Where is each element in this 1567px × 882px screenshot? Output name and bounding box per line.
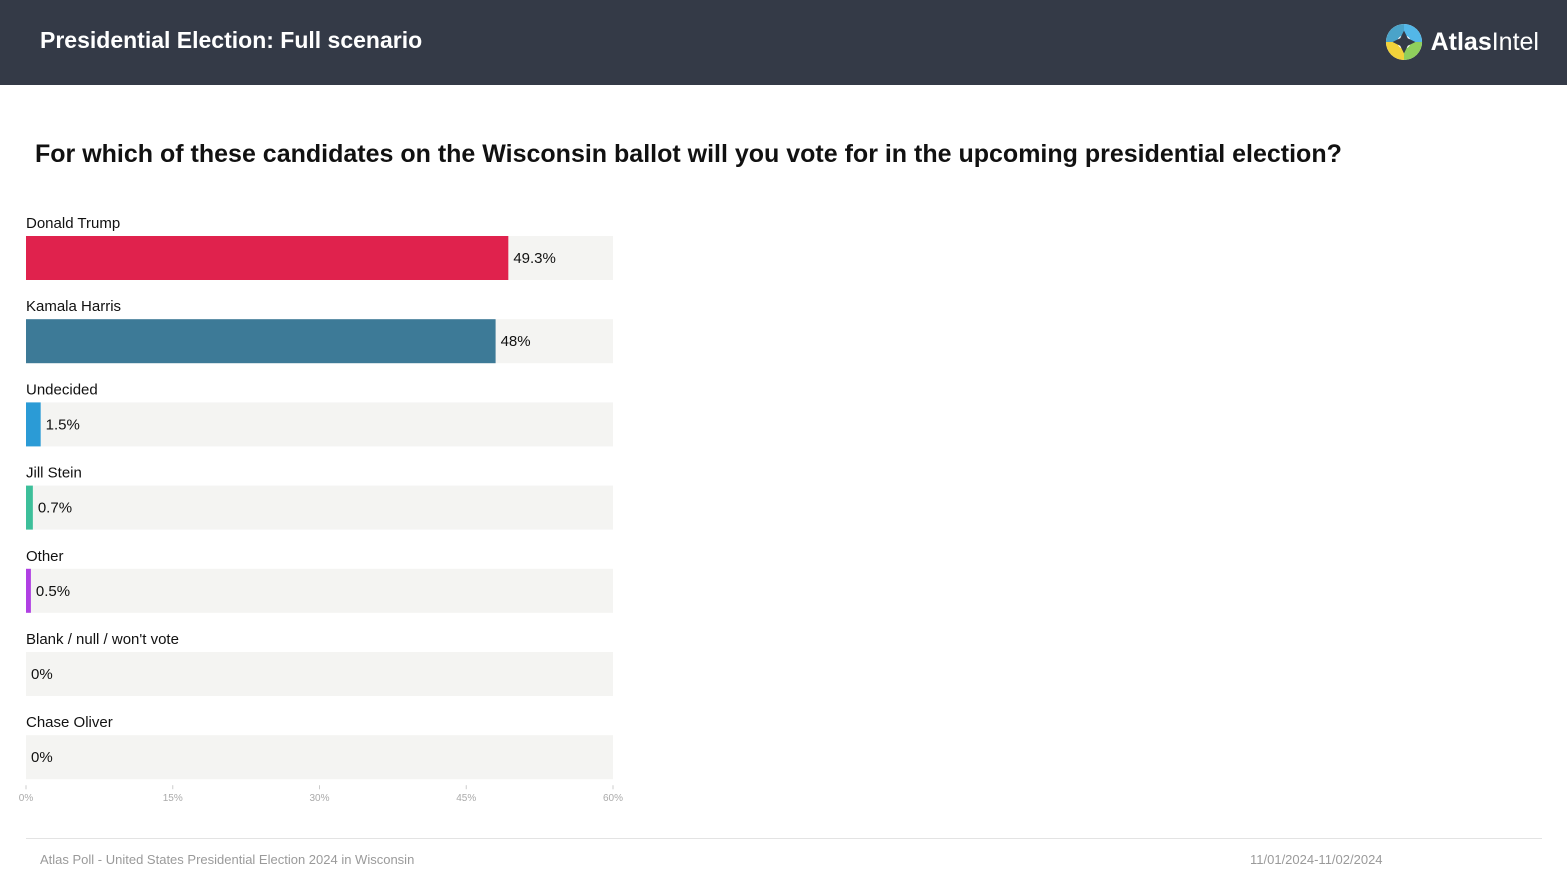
header-bar: Presidential Election: Full scenario Atl… [0,0,1567,85]
bar [26,568,31,613]
value-label: 1.5% [46,416,80,433]
x-tick-label: 60% [603,793,623,804]
value-label: 49.3% [513,250,556,267]
question-heading: For which of these candidates on the Wis… [35,140,1342,168]
bar [26,319,496,364]
logo-text-strong: Atlas [1430,27,1492,56]
category-label: Other [26,548,64,565]
page-title: Presidential Election: Full scenario [40,27,423,53]
x-tick-label: 0% [19,793,34,804]
x-tick-label: 15% [163,793,183,804]
value-label: 48% [501,333,531,350]
logo-text: AtlasIntel [1431,28,1539,57]
logo-text-light: Intel [1491,27,1539,56]
bar-track [26,485,613,530]
category-label: Undecided [26,381,98,398]
x-tick-label: 45% [456,793,476,804]
footer-dates: 11/01/2024-11/02/2024 [1250,852,1383,867]
value-label: 0% [31,666,53,683]
category-label: Donald Trump [26,215,120,232]
category-label: Blank / null / won't vote [26,631,179,648]
category-label: Jill Stein [26,465,82,482]
bar [26,485,33,530]
bar-track [26,402,613,447]
logo: AtlasIntel [1385,22,1539,62]
atlasintel-logo-icon [1385,23,1422,61]
bar [26,236,509,280]
bar-chart: Donald Trump 49.3% Kamala Harris 48% Undecid… [19,215,623,804]
category-label: Chase Oliver [26,714,113,731]
category-label: Kamala Harris [26,298,121,315]
x-tick-label: 30% [309,793,329,804]
value-label: 0% [31,749,53,766]
value-label: 0.7% [38,500,72,517]
bar-track [26,568,613,613]
footer-divider [26,838,1542,839]
bar [26,402,41,447]
value-label: 0.5% [36,583,70,600]
footer-source: Atlas Poll - United States Presidential … [40,852,415,867]
bar-track [26,735,613,780]
bar-track [26,652,613,696]
